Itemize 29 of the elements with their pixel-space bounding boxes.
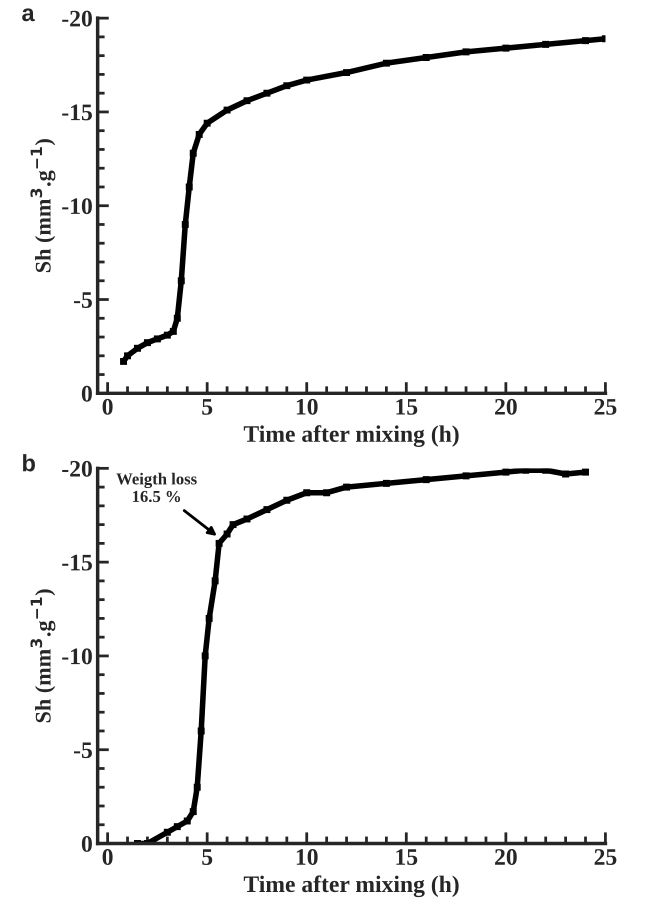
x-tick-label: 10 bbox=[296, 849, 318, 865]
y-tick-label: -20 bbox=[62, 460, 92, 477]
y-tick-label: -10 bbox=[62, 198, 92, 214]
x-tick-label: 25 bbox=[594, 398, 616, 415]
y-axis-title: Sh (mm$^{3}$.g$^{−1}$) bbox=[30, 139, 56, 272]
chart-title: a bbox=[22, 8, 35, 22]
chart-title: b bbox=[23, 454, 35, 472]
x-tick-label: 15 bbox=[396, 398, 418, 415]
y-tick-label: -15 bbox=[62, 554, 92, 571]
y-tick-label: 0 bbox=[82, 836, 92, 852]
y-tick-label: -20 bbox=[62, 10, 92, 27]
y-tick-label: 0 bbox=[82, 386, 92, 402]
y-axis-title: Sh (mm$^{3}$.g$^{−1}$) bbox=[30, 589, 56, 722]
x-tick-label: 5 bbox=[202, 849, 212, 865]
x-tick-label: 20 bbox=[495, 849, 517, 865]
x-tick-label: 25 bbox=[594, 849, 616, 865]
annotation: Weigth loss 16.5 % bbox=[116, 472, 197, 502]
y-tick-label: -5 bbox=[74, 742, 92, 758]
x-tick-label: 0 bbox=[102, 849, 113, 865]
x-tick-label: 0 bbox=[102, 398, 113, 415]
x-axis-title: Time after mixing (h) bbox=[244, 875, 459, 898]
y-tick-label: -10 bbox=[62, 648, 92, 664]
x-axis-title: Time after mixing (h) bbox=[244, 425, 459, 447]
x-tick-label: 20 bbox=[495, 398, 517, 415]
x-tick-label: 5 bbox=[202, 399, 212, 415]
x-tick-label: 10 bbox=[296, 398, 318, 415]
y-tick-label: -15 bbox=[62, 104, 92, 120]
x-tick-label: 15 bbox=[396, 849, 418, 865]
y-tick-label: -5 bbox=[74, 292, 92, 308]
